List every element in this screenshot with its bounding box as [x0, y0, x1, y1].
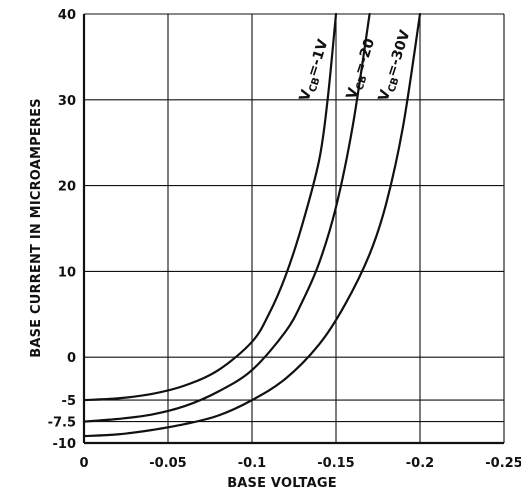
y-tick-label: 40 — [58, 8, 76, 23]
series-line — [82, 12, 338, 402]
curve-label: VCB=-30V — [376, 28, 417, 104]
curve-label: VCB=-20 — [344, 36, 382, 102]
series-line — [82, 12, 371, 423]
curves — [82, 12, 422, 438]
x-axis-title: BASE VOLTAGE — [227, 476, 337, 491]
y-tick-label: 20 — [58, 180, 76, 195]
x-tick-label: -0.15 — [317, 456, 354, 471]
y-tick-label: 30 — [58, 94, 76, 109]
series-line — [82, 12, 422, 438]
y-tick-label: -10 — [53, 437, 77, 452]
y-tick-labels: -10 -7.5 -5 0 10 20 30 40 — [48, 8, 76, 452]
x-tick-labels: 0 -0.05 -0.1 -0.15 -0.2 -0.25 — [79, 456, 521, 471]
x-tick-label: -0.1 — [238, 456, 266, 471]
x-tick-label: -0.25 — [485, 456, 521, 471]
grid — [82, 13, 505, 445]
y-tick-label: 0 — [67, 351, 76, 366]
y-tick-label: 10 — [58, 265, 76, 280]
y-tick-label: -5 — [62, 394, 76, 409]
y-axis-title: BASE CURRENT IN MICROAMPERES — [29, 98, 44, 358]
x-tick-label: -0.05 — [149, 456, 186, 471]
x-tick-label: 0 — [79, 456, 88, 471]
x-tick-label: -0.2 — [406, 456, 434, 471]
y-tick-label: -7.5 — [48, 416, 76, 431]
